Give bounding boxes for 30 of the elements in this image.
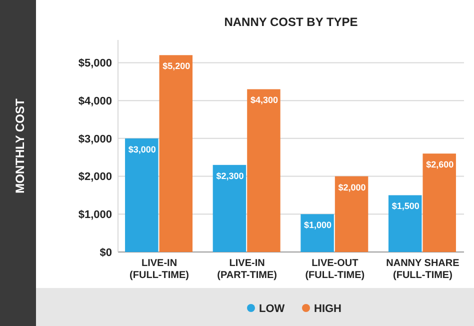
data-label: $1,000 (304, 220, 332, 230)
legend-label: HIGH (314, 303, 342, 315)
y-tick-label: $0 (100, 246, 112, 259)
x-tick-label: LIVE-OUT (FULL-TIME) (305, 258, 365, 281)
y-tick-label: $1,000 (78, 208, 112, 221)
bar (388, 195, 422, 252)
bar (300, 214, 334, 252)
x-tick-label: LIVE-IN (FULL-TIME) (130, 258, 189, 281)
bar (334, 176, 368, 252)
y-tick-label: $4,000 (78, 95, 112, 108)
x-tick-label: LIVE-IN (PART-TIME) (217, 258, 277, 281)
bar (422, 154, 456, 252)
data-label: $4,300 (250, 95, 278, 106)
data-label: $3,000 (128, 144, 156, 154)
chart-title: NANNY COST BY TYPE (224, 15, 358, 29)
data-label: $1,500 (392, 201, 420, 212)
y-tick-label: $2,000 (78, 171, 112, 184)
y-tick-label: $5,000 (78, 58, 112, 70)
bar (247, 89, 280, 252)
bar (212, 164, 246, 252)
data-label: $2,000 (338, 182, 366, 192)
bar (159, 55, 193, 252)
data-label: $5,200 (162, 61, 190, 72)
x-tick-label: NANNY SHARE (FULL-TIME) (386, 258, 460, 281)
bar (125, 138, 158, 252)
legend-label: LOW (259, 303, 286, 315)
data-label: $2,300 (216, 170, 244, 181)
y-tick-label: $3,000 (78, 133, 112, 146)
y-axis-title: MONTHLY COST (13, 98, 27, 194)
data-label: $2,600 (426, 160, 454, 170)
